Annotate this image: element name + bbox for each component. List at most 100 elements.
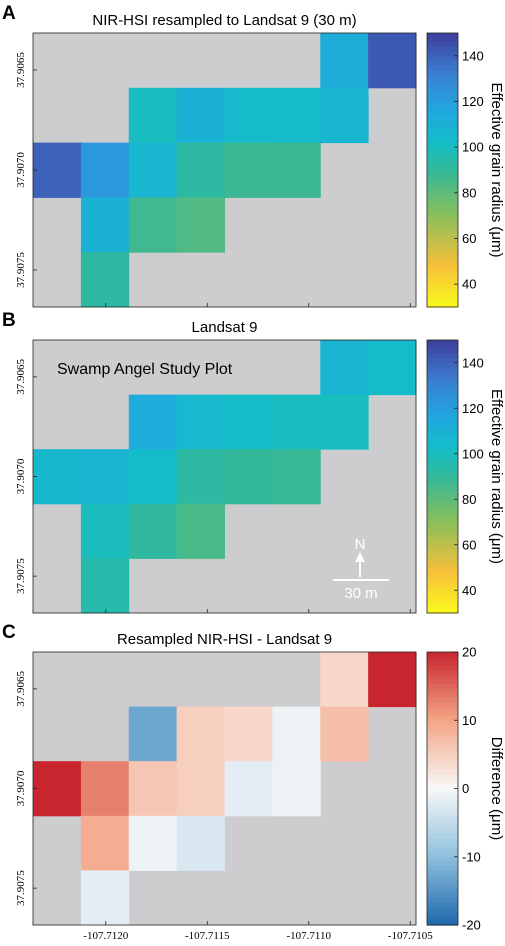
x-tick-label: -107.7115 xyxy=(185,930,230,942)
colorbar-segment xyxy=(427,380,458,387)
y-tick-label: 37.9065 xyxy=(15,670,27,706)
x-tick-label: -107.7120 xyxy=(83,930,128,942)
colorbar-segment xyxy=(427,183,458,189)
colorbar-segment xyxy=(427,358,458,364)
colorbar-segment xyxy=(427,160,458,167)
colorbar-segment xyxy=(427,453,458,459)
colorbar-segment xyxy=(427,715,458,721)
colorbar-segment xyxy=(427,888,458,894)
colorbar-segment xyxy=(427,902,458,908)
colorbar-segment xyxy=(427,238,458,244)
colorbar-segment xyxy=(427,46,458,52)
colorbar-segment xyxy=(427,884,458,890)
colorbar-segment xyxy=(427,302,458,308)
colorbar-segment xyxy=(427,151,458,157)
panel-b: B Landsat 9 37.9065 37.9070 37.9075 40 60 80 100… xyxy=(2,310,505,614)
colorbar-segment xyxy=(427,843,458,849)
study-plot-annotation: Swamp Angel Study Plot xyxy=(57,361,233,378)
colorbar-segment xyxy=(427,340,458,346)
heatmap-cell xyxy=(224,142,273,198)
panel-title: Landsat 9 xyxy=(192,319,258,336)
colorbar-segment xyxy=(427,756,458,762)
y-tick-label: 37.9070 xyxy=(15,770,27,806)
colorbar-segment xyxy=(427,652,458,658)
colorbar-tick-label: -10 xyxy=(462,849,481,864)
colorbar-segment xyxy=(427,834,458,840)
heatmap-cell xyxy=(80,449,130,505)
heatmap-cell xyxy=(272,142,321,198)
colorbar-segment xyxy=(427,138,458,144)
heatmap-cell xyxy=(128,503,178,559)
colorbar-segment xyxy=(427,78,458,84)
colorbar-segment xyxy=(427,531,458,537)
colorbar-tick-label: 10 xyxy=(462,713,476,728)
colorbar-segment xyxy=(427,471,458,478)
panel-c: C Resampled NIR-HSI - Landsat 9 37.9065 37.… xyxy=(2,622,505,942)
colorbar-segment xyxy=(427,390,458,396)
colorbar-segment xyxy=(427,229,458,235)
scale-bar-label: 30 m xyxy=(344,585,377,602)
colorbar-segment xyxy=(427,293,458,299)
colorbar-segment xyxy=(427,729,458,735)
colorbar-segment xyxy=(427,233,458,240)
colorbar-segment xyxy=(427,385,458,391)
colorbar-segment xyxy=(427,37,458,43)
heatmap-cell xyxy=(80,558,130,614)
colorbar-segment xyxy=(427,562,458,569)
colorbar-segment xyxy=(427,788,458,794)
colorbar-segment xyxy=(427,462,458,468)
colorbar-segment xyxy=(427,440,458,446)
colorbar-segment xyxy=(427,206,458,212)
heatmap-cell xyxy=(176,142,226,198)
heatmap-cell xyxy=(128,815,178,871)
colorbar-segment xyxy=(427,522,458,528)
colorbar-segment xyxy=(427,702,458,708)
heatmap-cell xyxy=(320,652,369,708)
y-tick-label: 37.9075 xyxy=(15,252,27,288)
colorbar-segment xyxy=(427,724,458,730)
colorbar-segment xyxy=(427,549,458,555)
y-tick-label: 37.9070 xyxy=(15,152,27,188)
colorbar-segment xyxy=(427,594,458,600)
colorbar-tick-label: 100 xyxy=(462,446,484,461)
colorbar-segment xyxy=(427,670,458,676)
colorbar-tick-label: 40 xyxy=(462,583,476,598)
colorbar-segment xyxy=(427,403,458,409)
colorbar-segment xyxy=(427,64,458,71)
colorbar-segment xyxy=(427,706,458,712)
colorbar: -20 -10 0 10 20 Difference (μm) xyxy=(426,645,505,933)
colorbar-segment xyxy=(427,567,458,573)
colorbar-segment xyxy=(427,179,458,185)
heatmap-cell xyxy=(80,815,130,871)
colorbar-segment xyxy=(427,733,458,740)
colorbar-segment xyxy=(427,774,458,780)
colorbar-segment xyxy=(427,893,458,899)
colorbar-segment xyxy=(427,793,458,799)
colorbar-segment xyxy=(427,211,458,217)
colorbar-segment xyxy=(427,261,458,267)
colorbar-label: Difference (μm) xyxy=(488,737,505,840)
colorbar-segment xyxy=(427,494,458,500)
colorbar-segment xyxy=(427,874,458,881)
colorbar-segment xyxy=(427,770,458,776)
colorbar-segment xyxy=(427,824,458,831)
colorbar-segment xyxy=(427,720,458,726)
heatmap-cell xyxy=(80,761,130,817)
colorbar-segment xyxy=(427,170,458,176)
heatmap-cell xyxy=(128,87,178,144)
panel-title: Resampled NIR-HSI - Landsat 9 xyxy=(117,631,332,648)
colorbar-segment xyxy=(427,535,458,541)
heatmap-cell xyxy=(272,394,321,450)
colorbar-segment xyxy=(427,42,458,48)
heatmap-cell xyxy=(320,394,369,450)
colorbar-segment xyxy=(427,920,458,926)
colorbar-segment xyxy=(427,599,458,605)
colorbar-tick-label: 40 xyxy=(462,277,476,292)
colorbar-segment xyxy=(427,87,458,93)
colorbar-segment xyxy=(427,115,458,121)
colorbar-frame xyxy=(426,339,459,614)
colorbar-segment xyxy=(427,74,458,80)
colorbar-segment xyxy=(427,806,458,812)
colorbar-segment xyxy=(427,449,458,455)
